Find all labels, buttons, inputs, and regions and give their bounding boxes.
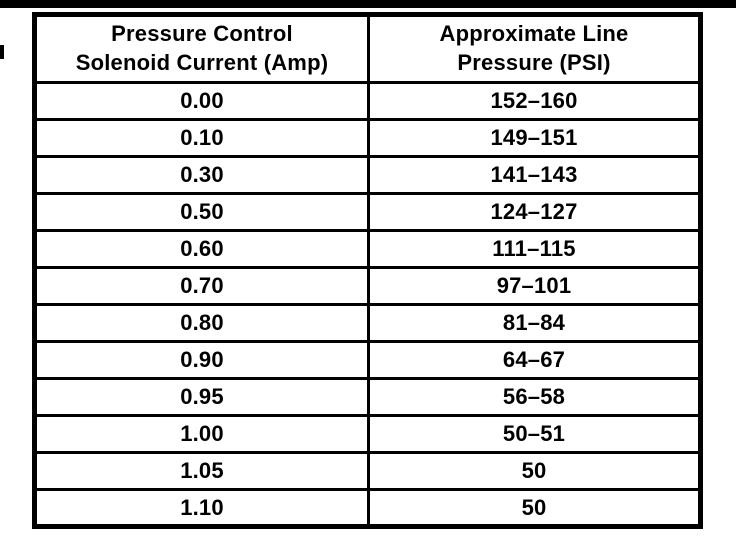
table-row: 1.05 50 xyxy=(33,451,702,491)
current-cell: 1.05 xyxy=(33,451,370,491)
table-row: 0.50 124–127 xyxy=(33,192,702,232)
table-row: 0.00 152–160 xyxy=(33,81,702,121)
column-header-solenoid-current: Pressure Control Solenoid Current (Amp) xyxy=(33,13,370,84)
table-row: 0.80 81–84 xyxy=(33,303,702,343)
header-line: Pressure (PSI) xyxy=(457,50,611,75)
current-cell: 1.00 xyxy=(33,414,370,454)
pressure-cell: 50 xyxy=(367,488,702,528)
current-cell: 0.60 xyxy=(33,229,370,269)
current-cell: 0.80 xyxy=(33,303,370,343)
table-row: 0.10 149–151 xyxy=(33,118,702,158)
table-row: 1.10 50 xyxy=(33,488,702,528)
current-cell: 0.30 xyxy=(33,155,370,195)
pressure-cell: 56–58 xyxy=(367,377,702,417)
header-line: Approximate Line xyxy=(439,21,629,47)
header-line: Solenoid Current (Amp) xyxy=(75,50,329,75)
pressure-cell: 149–151 xyxy=(367,118,702,158)
header-line: Pressure Control xyxy=(111,21,293,47)
current-cell: 0.00 xyxy=(33,81,370,121)
pressure-cell: 124–127 xyxy=(367,192,702,232)
pressure-cell: 111–115 xyxy=(367,229,702,269)
header-row: Pressure Control Solenoid Current (Amp) … xyxy=(33,13,702,84)
scan-edge-bar xyxy=(0,0,736,8)
pressure-cell: 50–51 xyxy=(367,414,702,454)
column-header-line-pressure: Approximate Line Pressure (PSI) xyxy=(367,13,702,84)
current-cell: 0.50 xyxy=(33,192,370,232)
scan-artifact-mark xyxy=(0,45,4,59)
table-row: 1.00 50–51 xyxy=(33,414,702,454)
pressure-cell: 97–101 xyxy=(367,266,702,306)
current-cell: 1.10 xyxy=(33,488,370,528)
table-row: 0.60 111–115 xyxy=(33,229,702,269)
current-cell: 0.90 xyxy=(33,340,370,380)
pressure-cell: 81–84 xyxy=(367,303,702,343)
pressure-cell: 50 xyxy=(367,451,702,491)
current-cell: 0.70 xyxy=(33,266,370,306)
table-row: 0.90 64–67 xyxy=(33,340,702,380)
pressure-table: Pressure Control Solenoid Current (Amp) … xyxy=(32,12,703,529)
table-row: 0.30 141–143 xyxy=(33,155,702,195)
current-cell: 0.95 xyxy=(33,377,370,417)
pressure-cell: 152–160 xyxy=(367,81,702,121)
pressure-cell: 141–143 xyxy=(367,155,702,195)
table-row: 0.70 97–101 xyxy=(33,266,702,306)
current-cell: 0.10 xyxy=(33,118,370,158)
table-row: 0.95 56–58 xyxy=(33,377,702,417)
pressure-cell: 64–67 xyxy=(367,340,702,380)
